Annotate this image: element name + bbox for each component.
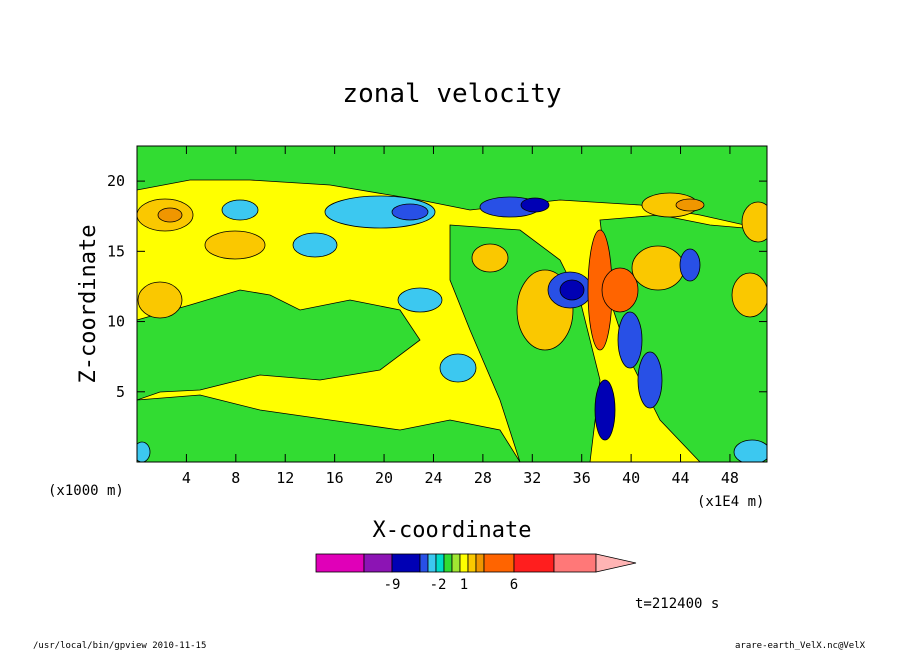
contour-region — [617, 311, 643, 369]
colorbar-segment — [435, 553, 445, 573]
footer-right: arare-earth_VelX.nc@VelX — [735, 641, 866, 651]
x-tick-label: 12 — [276, 469, 294, 487]
colorbar-segment — [315, 553, 365, 573]
x-tick-label: 16 — [326, 469, 344, 487]
contour-region — [221, 199, 259, 221]
contour-region — [675, 198, 705, 212]
contour-region — [157, 207, 183, 223]
colorbar-segment — [483, 553, 515, 573]
contour-region — [292, 232, 338, 258]
contour-region — [391, 203, 429, 221]
x-tick-label: 40 — [622, 469, 640, 487]
y-tick-label: 20 — [107, 172, 125, 190]
colorbar-segment — [459, 553, 469, 573]
contour-region — [594, 379, 616, 441]
footer-left: /usr/local/bin/gpview 2010-11-15 — [33, 641, 207, 651]
colorbar-label: -9 — [384, 577, 401, 593]
colorbar-segment — [467, 553, 477, 573]
contour-region — [137, 281, 183, 319]
colorbar-segment — [443, 553, 453, 573]
colorbar-label: 1 — [460, 577, 468, 593]
x-axis-label: X-coordinate — [373, 518, 532, 543]
colorbar-segment — [553, 553, 597, 573]
x-tick-label: 8 — [231, 469, 240, 487]
x-tick-label: 36 — [573, 469, 591, 487]
x-unit-label: (x1000 m) — [48, 483, 124, 499]
x-tick-label: 32 — [523, 469, 541, 487]
x-axis: 4 8 12 16 20 24 28 32 36 40 44 48 — [182, 146, 739, 487]
colorbar-segment — [451, 553, 461, 573]
y-tick-label: 5 — [116, 383, 125, 401]
x-scale-note: (x1E4 m) — [697, 494, 764, 510]
colorbar-segment — [513, 553, 555, 573]
contour-region — [631, 245, 685, 291]
colorbar-segment — [363, 553, 393, 573]
y-axis: 5 10 15 20 — [107, 172, 767, 401]
x-tick-label: 24 — [424, 469, 442, 487]
x-tick-label: 48 — [721, 469, 739, 487]
contour-region — [679, 248, 701, 282]
contour-region — [731, 272, 767, 318]
x-tick-label: 4 — [182, 469, 191, 487]
y-tick-label: 15 — [107, 242, 125, 260]
plot-frame — [136, 145, 768, 463]
contour-region — [137, 394, 521, 462]
contour-region — [471, 243, 509, 273]
contour-region — [733, 439, 767, 462]
contour-field — [137, 146, 767, 462]
time-label: t=212400 s — [635, 596, 719, 612]
contour-region — [439, 353, 477, 383]
colorbar-label: 6 — [510, 577, 518, 593]
colorbar: -9 -2 1 6 — [315, 553, 637, 593]
chart-title: zonal velocity — [342, 79, 561, 109]
contour-region — [204, 230, 266, 260]
contour-region — [137, 441, 151, 462]
contour-region — [397, 287, 443, 313]
contour-region — [601, 267, 639, 313]
contour-region — [637, 351, 663, 409]
colorbar-segment — [419, 553, 429, 573]
contour-region — [520, 197, 550, 213]
colorbar-segment — [475, 553, 485, 573]
x-tick-label: 20 — [375, 469, 393, 487]
x-tick-label: 28 — [474, 469, 492, 487]
contour-region — [559, 279, 585, 301]
x-tick-label: 44 — [671, 469, 689, 487]
colorbar-segment — [391, 553, 421, 573]
colorbar-label: -2 — [430, 577, 447, 593]
y-axis-label: Z-coordinate — [76, 225, 101, 384]
contour-region — [137, 146, 767, 231]
y-tick-label: 10 — [107, 313, 125, 331]
contour-region — [137, 289, 421, 401]
colorbar-segment — [427, 553, 437, 573]
contour-region — [741, 201, 767, 243]
colorbar-extension — [595, 553, 637, 573]
